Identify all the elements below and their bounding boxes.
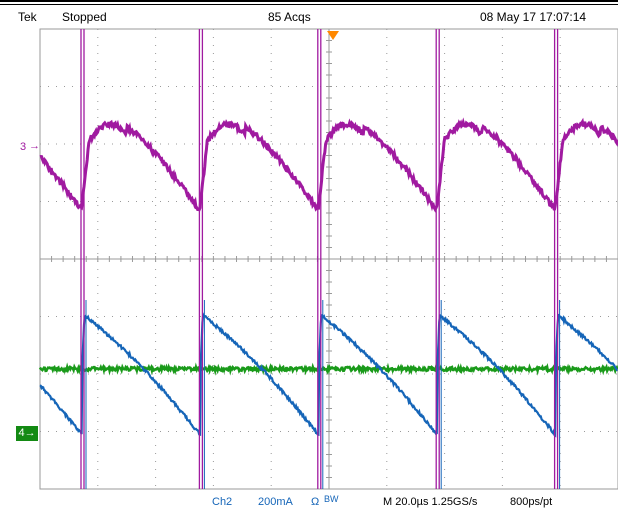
acquisition-count: 85 Acqs: [268, 10, 311, 24]
ch3-marker-arrow: →: [29, 140, 40, 152]
ch4-marker-label: 4: [18, 427, 25, 439]
record-resolution: 800ps/pt: [510, 496, 553, 508]
switching-edges: [80, 29, 561, 489]
brand-label: Tek: [18, 10, 37, 24]
trigger-position-icon: [327, 31, 339, 40]
ch4-marker-arrow: →: [24, 427, 36, 439]
ch3-waveform: [39, 117, 618, 213]
header-top-rule: [0, 0, 618, 2]
header-second-rule: [0, 4, 618, 5]
timebase-readout: M 20.0µs 1.25GS/s: [383, 496, 478, 508]
ch2-coupling: Ω: [311, 496, 320, 508]
ch4-marker: 4→: [16, 426, 38, 441]
ch2-scale: 200mA: [258, 496, 293, 508]
ch1-waveform: [38, 362, 618, 376]
graticule: [39, 28, 618, 490]
bandwidth-limit-label: BW: [324, 494, 339, 504]
acquisition-state: Stopped: [62, 10, 107, 24]
ch3-marker-label: 3: [20, 141, 27, 153]
ch2-waveform: [39, 311, 618, 438]
date-time: 08 May 17 17:07:14: [480, 10, 587, 24]
ch2-label: Ch2: [212, 496, 233, 508]
